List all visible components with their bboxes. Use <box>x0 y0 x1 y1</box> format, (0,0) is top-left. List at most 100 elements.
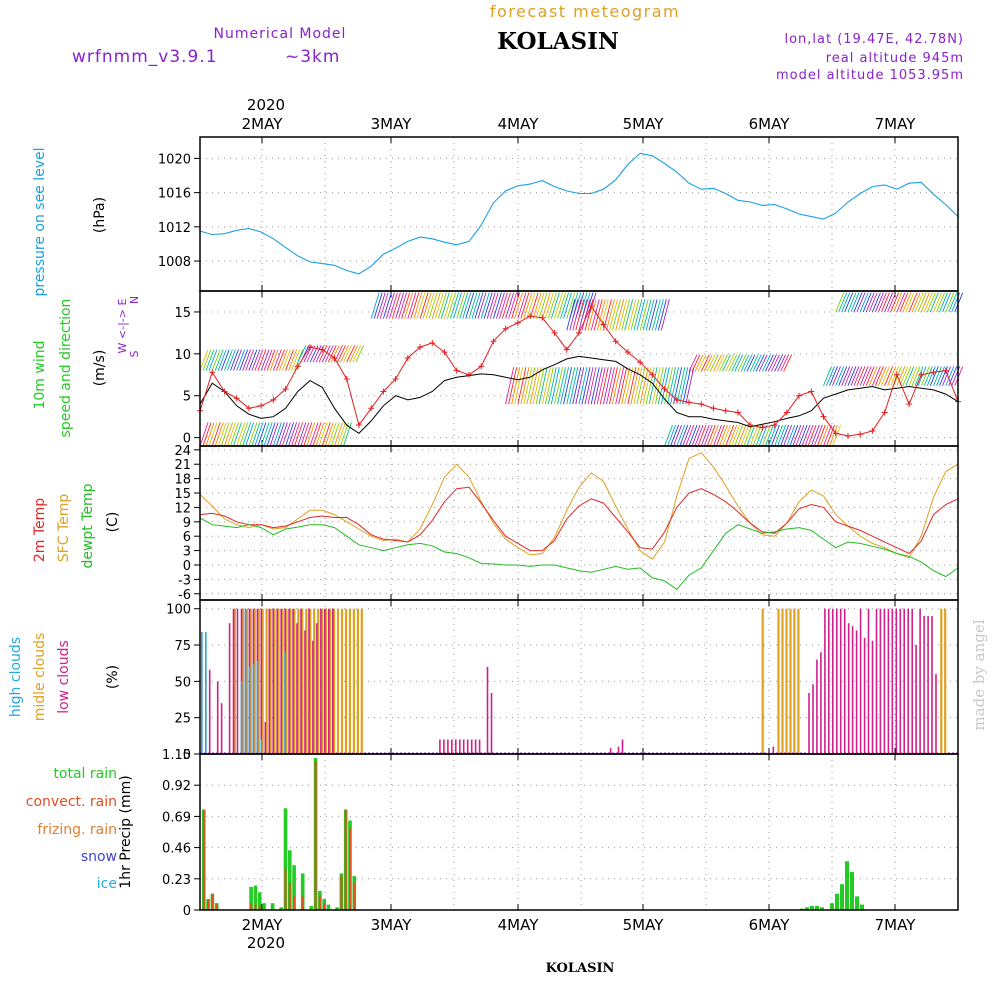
wind-gust-marker <box>539 314 546 321</box>
wind-direction-stroke <box>557 367 566 405</box>
wind-direction-stroke <box>737 354 747 372</box>
wind-direction-stroke <box>627 367 637 405</box>
wind-direction-stroke <box>288 349 298 371</box>
wind-gust-marker <box>441 349 448 356</box>
wind-gust-marker <box>465 371 472 378</box>
wind-direction-stroke <box>878 292 887 313</box>
wind-direction-stroke <box>214 349 224 371</box>
y-tick-label: -6 <box>178 588 191 603</box>
wind-direction-stroke <box>199 422 209 447</box>
low-cloud-bar <box>276 608 278 754</box>
wind-direction-stroke <box>584 367 594 405</box>
wind-direction-stroke <box>303 422 313 447</box>
wind-direction-stroke <box>899 292 909 313</box>
compass-north: N <box>128 296 141 304</box>
mid-cloud-bar <box>329 608 332 754</box>
wind-direction-stroke <box>902 292 912 313</box>
sfc-axis-label: SFC Temp <box>56 494 72 563</box>
station-title: KOLASIN <box>497 28 619 55</box>
high-cloud-bar <box>284 652 286 754</box>
wind-direction-stroke <box>829 366 838 386</box>
low-cloud-bar <box>466 739 469 754</box>
y-tick-label: 1020 <box>158 152 191 167</box>
wind-direction-stroke <box>263 349 273 371</box>
wind-direction-stroke <box>612 367 621 405</box>
wind-gust-marker <box>453 367 460 374</box>
low-cloud-bar <box>208 669 211 754</box>
wind-direction-stroke <box>214 422 224 447</box>
wind-gust-marker <box>490 338 497 345</box>
mid-cloud-bar <box>789 608 792 754</box>
day-label-bottom: 4MAY <box>498 916 540 934</box>
day-label-top: 6MAY <box>749 115 791 133</box>
mid-cloud-bar <box>325 608 328 754</box>
wind-direction-stroke <box>703 354 713 372</box>
low-cloud-bar <box>470 739 473 754</box>
convective-rain-bar <box>323 903 326 910</box>
wind-direction-stroke <box>853 292 863 313</box>
wind-direction-stroke <box>703 424 713 447</box>
wind-direction-stroke <box>220 349 230 371</box>
low-cloud-bar <box>316 623 318 754</box>
mid-cloud-bar <box>285 608 288 754</box>
wind-direction-stroke <box>404 292 414 319</box>
low-cloud-bar <box>883 608 886 754</box>
y-tick-label: 75 <box>174 639 191 654</box>
wind-gust-marker <box>294 363 301 370</box>
mid-cloud-bar <box>344 608 348 754</box>
wind-gust-marker <box>478 363 485 370</box>
wind-direction-stroke <box>349 345 359 363</box>
pressure-panel-frame <box>199 136 959 292</box>
wind-direction-stroke <box>670 424 680 447</box>
wind-direction-stroke <box>936 366 945 386</box>
mid-cloud-bar <box>348 608 351 754</box>
wind-direction-stroke <box>746 424 756 447</box>
wind-direction-stroke <box>239 422 249 447</box>
wind-direction-stroke <box>685 367 695 405</box>
wind-direction-stroke <box>330 345 340 363</box>
wind-gust-marker <box>808 388 815 395</box>
wind-direction-stroke <box>795 424 805 447</box>
wind-direction-stroke <box>810 424 820 447</box>
low-cloud-bar <box>304 630 306 754</box>
sfc-temp-line <box>199 452 959 560</box>
day-labels-bottom: 2MAY 3MAY 4MAY 5MAY 6MAY 7MAY <box>242 916 917 934</box>
total-rain-bar-late <box>830 903 834 910</box>
wind-direction-stroke <box>572 299 582 331</box>
wind-direction-stroke <box>486 292 496 319</box>
wind-direction-stroke <box>541 292 551 319</box>
precip-panel-frame <box>199 753 959 911</box>
wind-direction-stroke <box>917 366 927 386</box>
mid-cloud-bar <box>249 608 252 754</box>
wind-direction-stroke <box>248 349 258 371</box>
wind-direction-stroke <box>532 367 542 405</box>
low-cloud-bar <box>455 739 457 754</box>
total-rain-bar <box>257 892 262 910</box>
wind-direction-stroke <box>541 367 551 405</box>
wind-direction-stroke <box>682 424 692 447</box>
low-cloud-bar <box>839 608 842 754</box>
convective-rain-bar <box>254 904 257 910</box>
wind-direction-stroke <box>603 367 612 405</box>
wind-direction-stroke <box>260 349 270 371</box>
y-tick-label: 15 <box>174 487 191 502</box>
wind-gust-marker <box>282 386 289 393</box>
wind-direction-stroke <box>654 299 664 331</box>
wind-direction-stroke <box>841 292 851 313</box>
wind-direction-stroke <box>850 292 860 313</box>
wind-direction-stroke <box>263 422 273 447</box>
wind-direction-stroke <box>844 292 854 313</box>
wind-direction-stroke <box>554 367 563 405</box>
wind-direction-stroke <box>230 422 239 447</box>
wind-direction-stroke <box>352 345 362 363</box>
low-cloud-bar <box>439 739 441 754</box>
wind-gust-marker <box>698 401 705 408</box>
convective-rain-bar <box>318 896 321 910</box>
wind-direction-stroke <box>917 292 927 313</box>
low-cloud-bar <box>280 608 282 754</box>
mid-cloud-bar <box>253 608 256 754</box>
total-rain-bar-late <box>815 905 819 910</box>
wind-direction-stroke <box>752 354 762 372</box>
wind-direction-stroke <box>709 424 719 447</box>
wind-direction-stroke <box>526 292 536 319</box>
